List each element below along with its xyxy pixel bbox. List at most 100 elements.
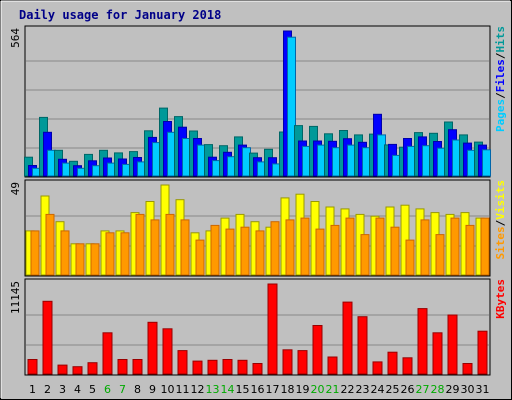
bar-sites-day-14 — [225, 228, 235, 276]
x-tick-label-day-24: 24 — [371, 383, 385, 396]
bar-kbytes-day-7 — [117, 359, 128, 375]
bar-kbytes-day-30 — [462, 363, 473, 375]
y-axis-max-labels: 564 49 11145 — [9, 28, 22, 314]
bar-kbytes-day-1 — [27, 359, 38, 375]
legend-item-pages: Pages — [494, 99, 507, 132]
x-tick-label-day-4: 4 — [74, 383, 81, 396]
x-tick-label-day-6: 6 — [104, 383, 111, 396]
bar-sites-day-27 — [420, 219, 430, 276]
bar-sites-day-21 — [330, 224, 340, 276]
bar-sites-day-24 — [375, 217, 385, 276]
bar-kbytes-day-18 — [282, 349, 293, 375]
x-tick-label-day-16: 16 — [251, 383, 265, 396]
legend-separator: / — [494, 92, 507, 99]
legend-item-sites: Sites — [494, 226, 507, 259]
legend-middle: Sites/Visits — [494, 180, 507, 260]
x-tick-label-day-27: 27 — [416, 383, 430, 396]
x-tick-label-day-23: 23 — [356, 383, 370, 396]
bar-kbytes-day-9 — [147, 321, 158, 375]
bar-sites-day-25 — [390, 226, 400, 276]
legend-separator: / — [494, 52, 507, 59]
chart-panels — [24, 25, 491, 376]
bar-sites-day-5 — [90, 243, 100, 276]
bar-kbytes-day-25 — [387, 351, 398, 375]
x-tick-label-day-18: 18 — [281, 383, 295, 396]
x-tick-label-day-13: 13 — [206, 383, 220, 396]
bar-kbytes-day-16 — [252, 363, 263, 375]
panel-middle — [24, 179, 491, 277]
x-tick-label-day-29: 29 — [446, 383, 460, 396]
x-tick-label-day-19: 19 — [296, 383, 310, 396]
bar-kbytes-day-4 — [72, 366, 83, 375]
bar-kbytes-day-17 — [267, 283, 278, 375]
bar-sites-day-20 — [315, 228, 325, 276]
bar-sites-day-4 — [75, 243, 85, 276]
bar-kbytes-day-15 — [237, 359, 248, 375]
y-max-label-top: 564 — [9, 28, 22, 48]
bar-kbytes-day-10 — [162, 328, 173, 375]
bar-pages-day-18 — [287, 36, 296, 177]
bar-kbytes-day-27 — [417, 308, 428, 375]
x-tick-label-day-22: 22 — [341, 383, 355, 396]
x-tick-label-day-20: 20 — [311, 383, 325, 396]
bar-kbytes-day-26 — [402, 357, 413, 375]
bar-kbytes-day-20 — [312, 325, 323, 375]
x-tick-label-day-8: 8 — [134, 383, 141, 396]
legend-top: Pages/Files/Hits — [494, 26, 507, 132]
bar-kbytes-day-3 — [57, 364, 68, 375]
panel-top — [24, 25, 491, 178]
x-axis-day-labels: 1 2 3 4 5 6 7 8 9 10 11 12 13 14 15 16 17 18 19 20 21 22 23 24 2… — [29, 383, 490, 396]
bar-kbytes-day-14 — [222, 359, 233, 375]
bar-kbytes-day-22 — [342, 301, 353, 375]
bar-kbytes-day-12 — [192, 360, 203, 375]
legend-item-kbytes: KBytes — [494, 279, 507, 319]
bar-kbytes-day-6 — [102, 332, 113, 375]
bar-sites-day-3 — [60, 230, 70, 276]
x-tick-label-day-12: 12 — [191, 383, 205, 396]
x-tick-label-day-17: 17 — [266, 383, 280, 396]
x-tick-label-day-28: 28 — [431, 383, 445, 396]
bar-kbytes-day-13 — [207, 359, 218, 375]
panel-bottom — [24, 278, 491, 376]
bar-sites-day-10 — [165, 213, 175, 276]
bar-kbytes-day-21 — [327, 356, 338, 375]
bar-sites-day-29 — [450, 217, 460, 276]
bar-sites-day-19 — [300, 217, 310, 276]
legend-item-hits: Hits — [494, 26, 507, 53]
legend-item-files: Files — [494, 59, 507, 92]
x-tick-label-day-15: 15 — [236, 383, 250, 396]
x-tick-label-day-2: 2 — [44, 383, 51, 396]
x-tick-label-day-11: 11 — [176, 383, 190, 396]
bar-kbytes-day-29 — [447, 314, 458, 375]
x-tick-label-day-10: 10 — [161, 383, 175, 396]
bar-sites-day-7 — [120, 232, 130, 276]
bar-sites-day-28 — [435, 234, 445, 276]
bar-sites-day-15 — [240, 226, 250, 276]
chart-title: Daily usage for January 2018 — [19, 8, 221, 22]
bar-sites-day-23 — [360, 234, 370, 276]
bar-sites-day-8 — [135, 213, 145, 276]
x-tick-label-day-14: 14 — [221, 383, 235, 396]
bar-kbytes-day-8 — [132, 359, 143, 375]
bar-pages-day-31 — [482, 149, 491, 177]
bar-sites-day-17 — [270, 221, 280, 276]
bar-kbytes-day-28 — [432, 332, 443, 375]
bar-sites-day-26 — [405, 239, 415, 276]
y-max-label-bottom: 11145 — [9, 281, 22, 314]
x-tick-label-day-5: 5 — [89, 383, 96, 396]
legend-bottom: KBytes — [494, 279, 507, 319]
x-tick-label-day-21: 21 — [326, 383, 340, 396]
x-tick-label-day-26: 26 — [401, 383, 415, 396]
bar-sites-day-2 — [45, 213, 55, 276]
bar-sites-day-6 — [105, 232, 115, 276]
bar-kbytes-day-11 — [177, 350, 188, 375]
bar-kbytes-day-2 — [42, 300, 53, 375]
bar-sites-day-13 — [210, 224, 220, 276]
x-tick-label-day-7: 7 — [119, 383, 126, 396]
bar-sites-day-16 — [255, 230, 265, 276]
bar-sites-day-11 — [180, 219, 190, 276]
bar-kbytes-day-19 — [297, 350, 308, 375]
bar-sites-day-30 — [465, 224, 475, 276]
